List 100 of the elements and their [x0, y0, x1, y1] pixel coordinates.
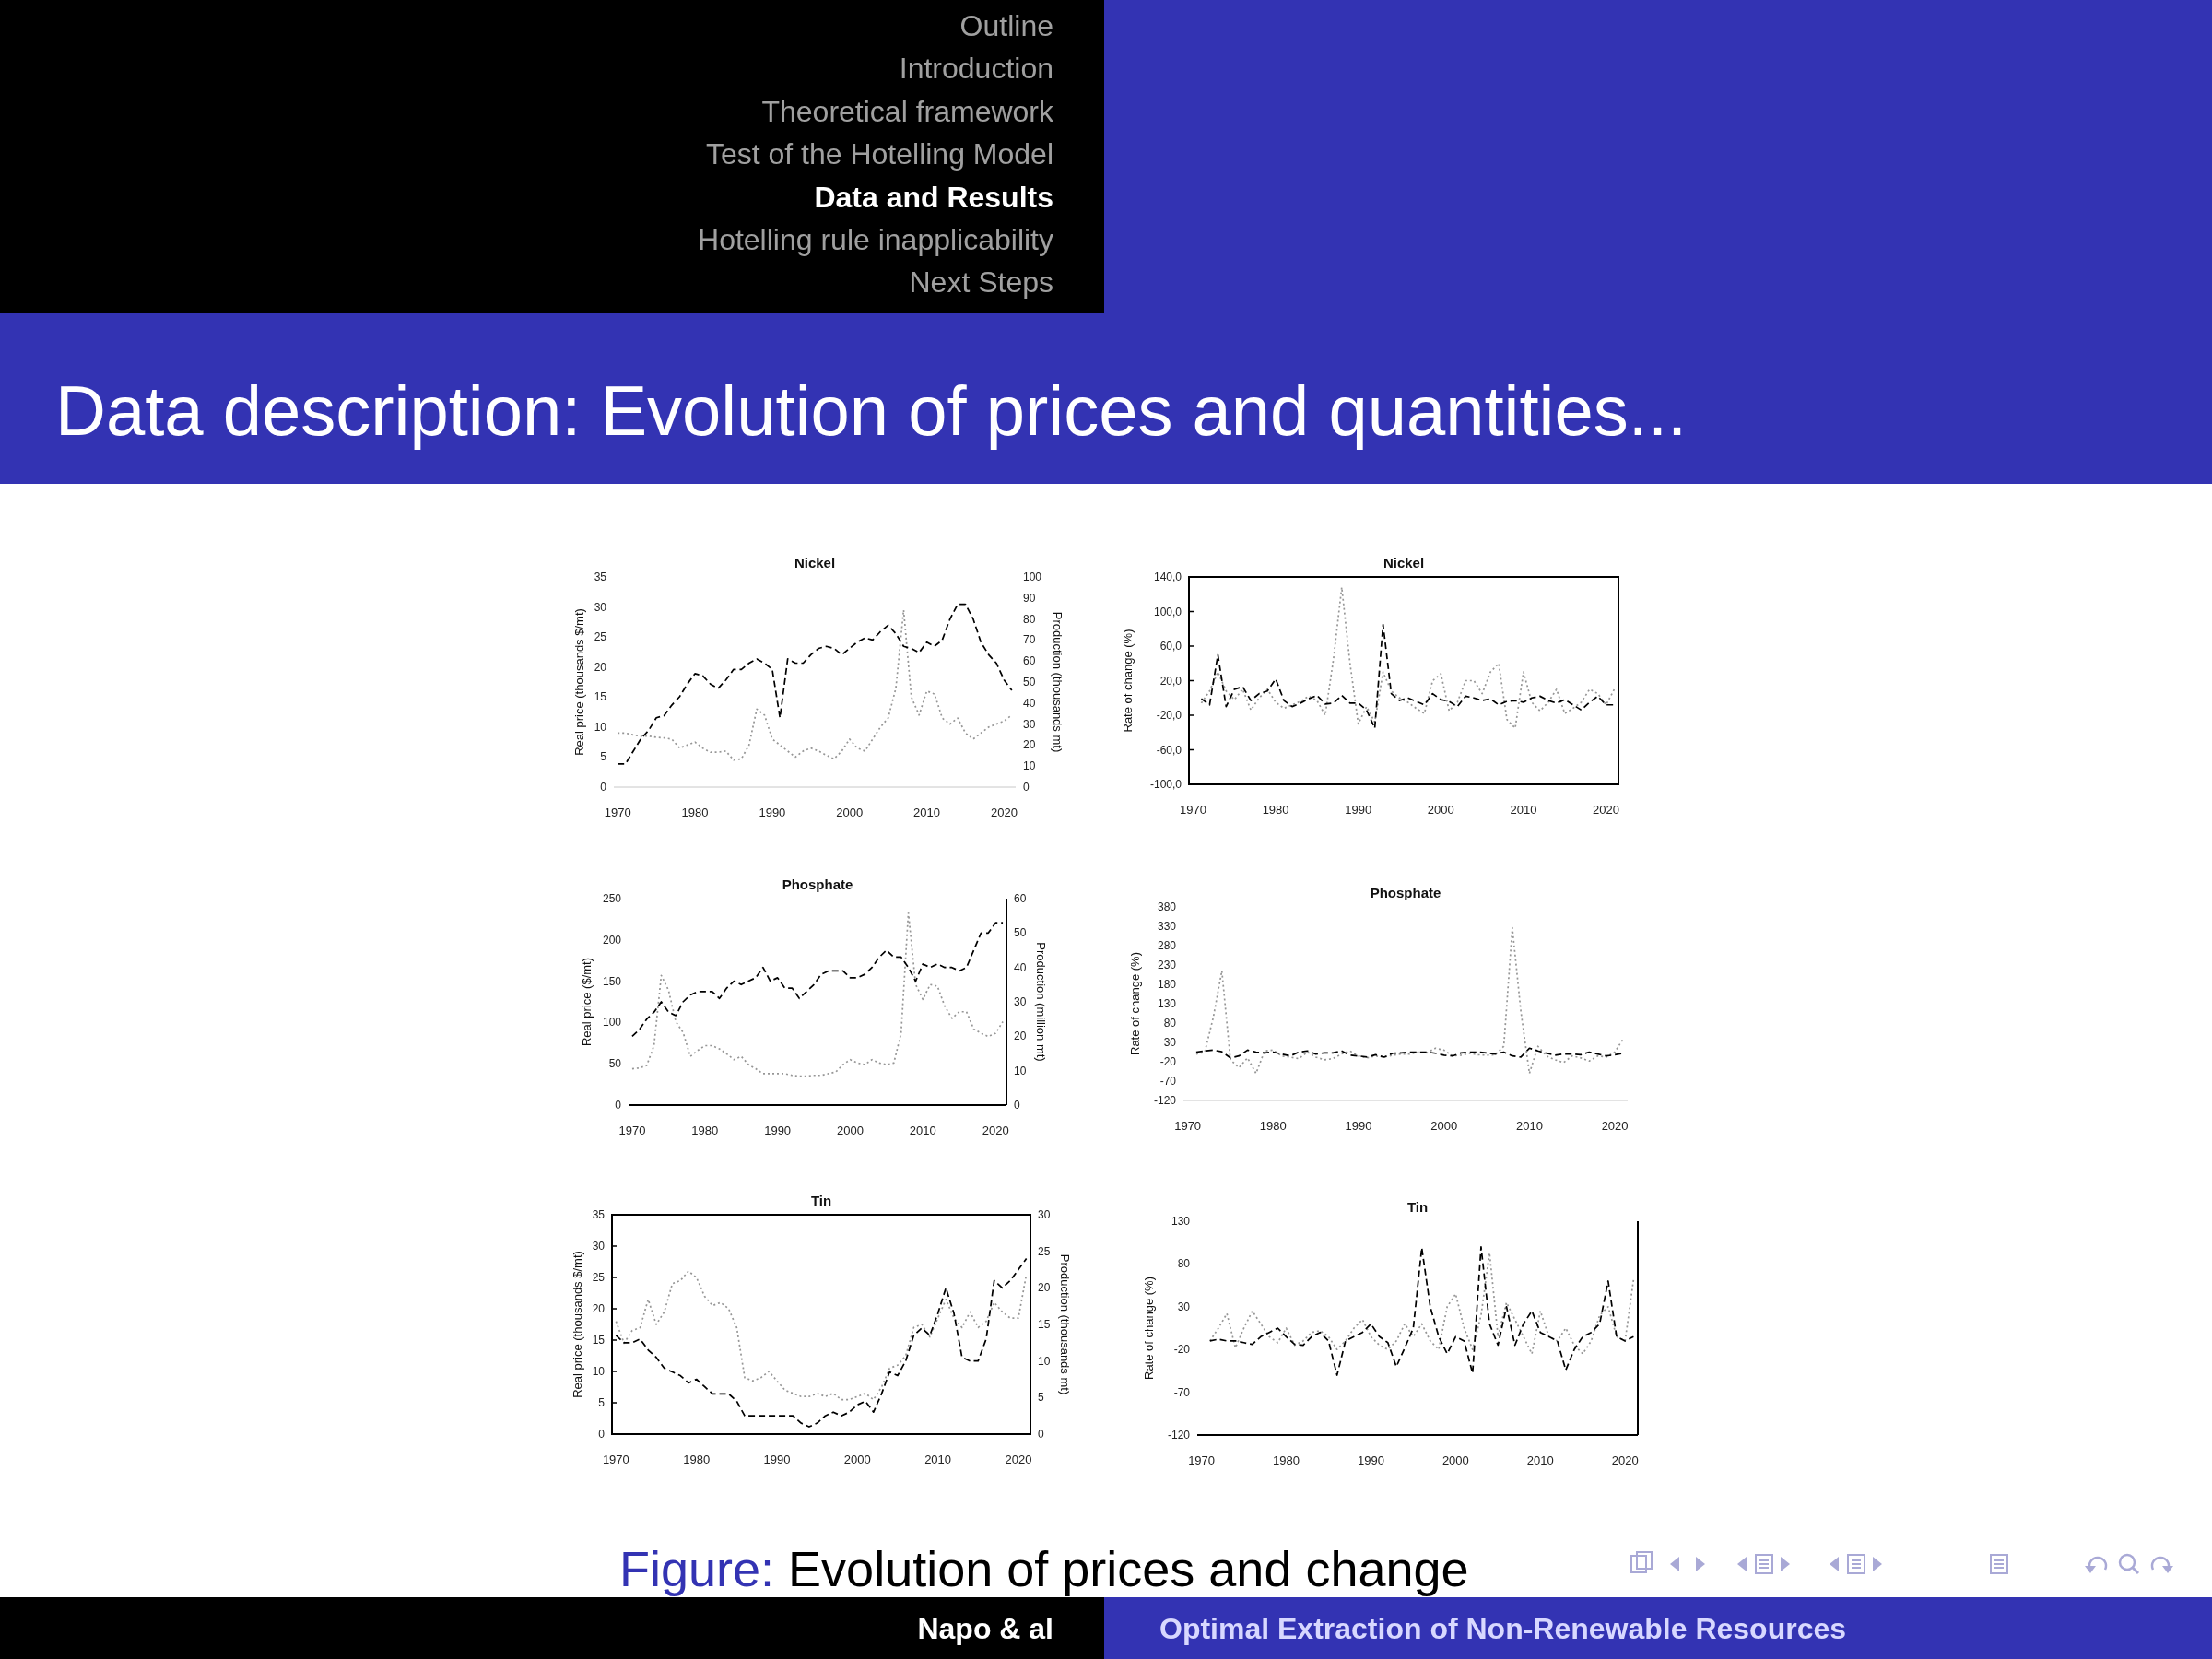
y-tick-label: 80	[1177, 1257, 1191, 1271]
text: Introduction	[899, 52, 1053, 86]
line-series	[1208, 1252, 1635, 1355]
x-tick-label: 2020	[982, 1123, 1009, 1137]
y-tick-label: 35	[592, 1208, 606, 1221]
x-tick-label: 2010	[913, 805, 941, 819]
y2-tick-label: 25	[1038, 1244, 1051, 1258]
x-tick-label: 1970	[618, 1123, 646, 1137]
x-tick-label: 2020	[990, 805, 1018, 819]
y2-tick-label: 10	[1014, 1064, 1027, 1077]
y2-tick-label: 5	[1038, 1391, 1044, 1405]
x-tick-label: 1990	[763, 1452, 791, 1466]
x-tick-label: 1980	[1262, 802, 1289, 817]
y2-tick-label: 100	[1023, 571, 1042, 583]
x-tick-label: 1990	[764, 1123, 792, 1137]
x-tick-label: 1990	[759, 805, 786, 819]
y2-tick-label: 30	[1023, 717, 1036, 731]
y-tick-label: 20	[594, 660, 607, 674]
y2-axis-title: Production (thousands mt)	[1051, 611, 1065, 753]
chart-title: Phosphate	[1370, 884, 1441, 900]
y2-tick-label: 15	[1038, 1318, 1051, 1331]
text: Outline	[959, 9, 1053, 42]
y-axis-title: Real price (thousands $/mt)	[571, 608, 586, 756]
y-tick-label: 20	[592, 1302, 606, 1315]
y-tick-label: 15	[592, 1334, 606, 1347]
x-tick-label: 2010	[909, 1123, 936, 1137]
y2-axis-title: Production (thousands mt)	[1058, 1253, 1073, 1395]
y2-tick-label: 80	[1023, 612, 1036, 626]
y-tick-label: -20	[1173, 1343, 1191, 1357]
line-series	[1208, 1245, 1635, 1376]
y-tick-label: 380	[1157, 900, 1177, 913]
chart-title: Nickel	[1382, 554, 1425, 571]
y2-tick-label: 10	[1023, 759, 1036, 773]
y2-tick-label: 50	[1023, 676, 1036, 688]
text: Napo & al	[917, 1612, 1053, 1645]
y-tick-label: 60,0	[1159, 640, 1182, 653]
text: Optimal Extraction of Non-Renewable Resources	[1159, 1612, 1847, 1645]
x-tick-label: 1980	[1259, 1118, 1287, 1133]
y-tick-label: 5	[598, 1396, 606, 1409]
x-tick-label: 2010	[1526, 1453, 1554, 1467]
y-tick-label: 130	[1157, 997, 1177, 1010]
y-tick-label: 30	[1177, 1300, 1191, 1313]
x-tick-label: 1970	[604, 805, 631, 819]
line-series	[1195, 926, 1625, 1075]
y-tick-label: 10	[592, 1365, 606, 1378]
y-tick-label: 0	[615, 1099, 622, 1112]
x-tick-label: 2020	[1601, 1118, 1629, 1133]
y-tick-label: 50	[608, 1057, 622, 1071]
text: Next Steps	[909, 265, 1053, 300]
y-axis-title: Rate of change (%)	[1127, 951, 1142, 1056]
y-tick-label: 100,0	[1153, 605, 1182, 618]
text: Theoretical framework	[761, 94, 1054, 128]
text: Test of the Hotelling Model	[705, 137, 1053, 171]
y-tick-label: 0	[600, 781, 607, 794]
y2-tick-label: 0	[1023, 781, 1030, 794]
y-tick-label: 200	[602, 933, 622, 947]
x-tick-label: 1990	[1357, 1453, 1384, 1467]
line-series	[1200, 623, 1616, 729]
y-tick-label: 30	[592, 1240, 606, 1253]
y2-tick-label: 60	[1014, 892, 1027, 905]
x-tick-label: 2000	[1441, 1453, 1469, 1467]
y-tick-label: 130	[1171, 1215, 1191, 1228]
y-tick-label: 250	[602, 892, 622, 905]
y2-tick-label: 20	[1014, 1030, 1027, 1043]
y-tick-label: -120	[1153, 1094, 1177, 1107]
x-tick-label: 2000	[843, 1452, 871, 1466]
y2-tick-label: 30	[1038, 1208, 1051, 1221]
y-tick-label: -120	[1167, 1429, 1191, 1441]
y-tick-label: 10	[594, 720, 607, 734]
x-tick-label: 1970	[1174, 1118, 1202, 1133]
x-tick-label: 1990	[1345, 802, 1372, 817]
y-tick-label: 150	[602, 974, 622, 988]
y-axis-title: Real price ($/mt)	[579, 957, 594, 1047]
line-series	[631, 922, 1004, 1038]
chart-title: Phosphate	[782, 876, 853, 892]
x-tick-label: 1970	[602, 1452, 629, 1466]
y-tick-label: 180	[1157, 978, 1177, 991]
chart-title: Tin	[1406, 1198, 1429, 1215]
y-tick-label: 0	[598, 1428, 606, 1441]
y-tick-label: 230	[1157, 959, 1177, 971]
y2-tick-label: 70	[1023, 633, 1036, 647]
x-tick-label: 2020	[1593, 802, 1620, 817]
y-tick-label: 5	[600, 750, 607, 764]
line-series	[631, 912, 1004, 1077]
chart-title: Tin	[810, 1192, 832, 1208]
y-tick-label: 30	[594, 600, 607, 614]
y2-tick-label: 40	[1014, 960, 1027, 974]
y2-tick-label: 50	[1014, 926, 1027, 940]
y-tick-label: 20,0	[1159, 674, 1182, 688]
y-tick-label: 280	[1157, 939, 1177, 952]
x-tick-label: 1970	[1188, 1453, 1216, 1467]
y2-tick-label: 90	[1023, 591, 1036, 605]
x-tick-label: 2000	[1427, 802, 1454, 817]
text: Figure: Evolution of prices and change	[619, 1541, 1469, 1596]
y-tick-label: 30	[1163, 1036, 1177, 1049]
y-tick-label: -70	[1173, 1385, 1191, 1399]
y-tick-label: 140,0	[1153, 571, 1182, 583]
y2-tick-label: 0	[1038, 1428, 1044, 1441]
y2-tick-label: 20	[1038, 1281, 1051, 1295]
chart-title: Nickel	[794, 554, 836, 571]
